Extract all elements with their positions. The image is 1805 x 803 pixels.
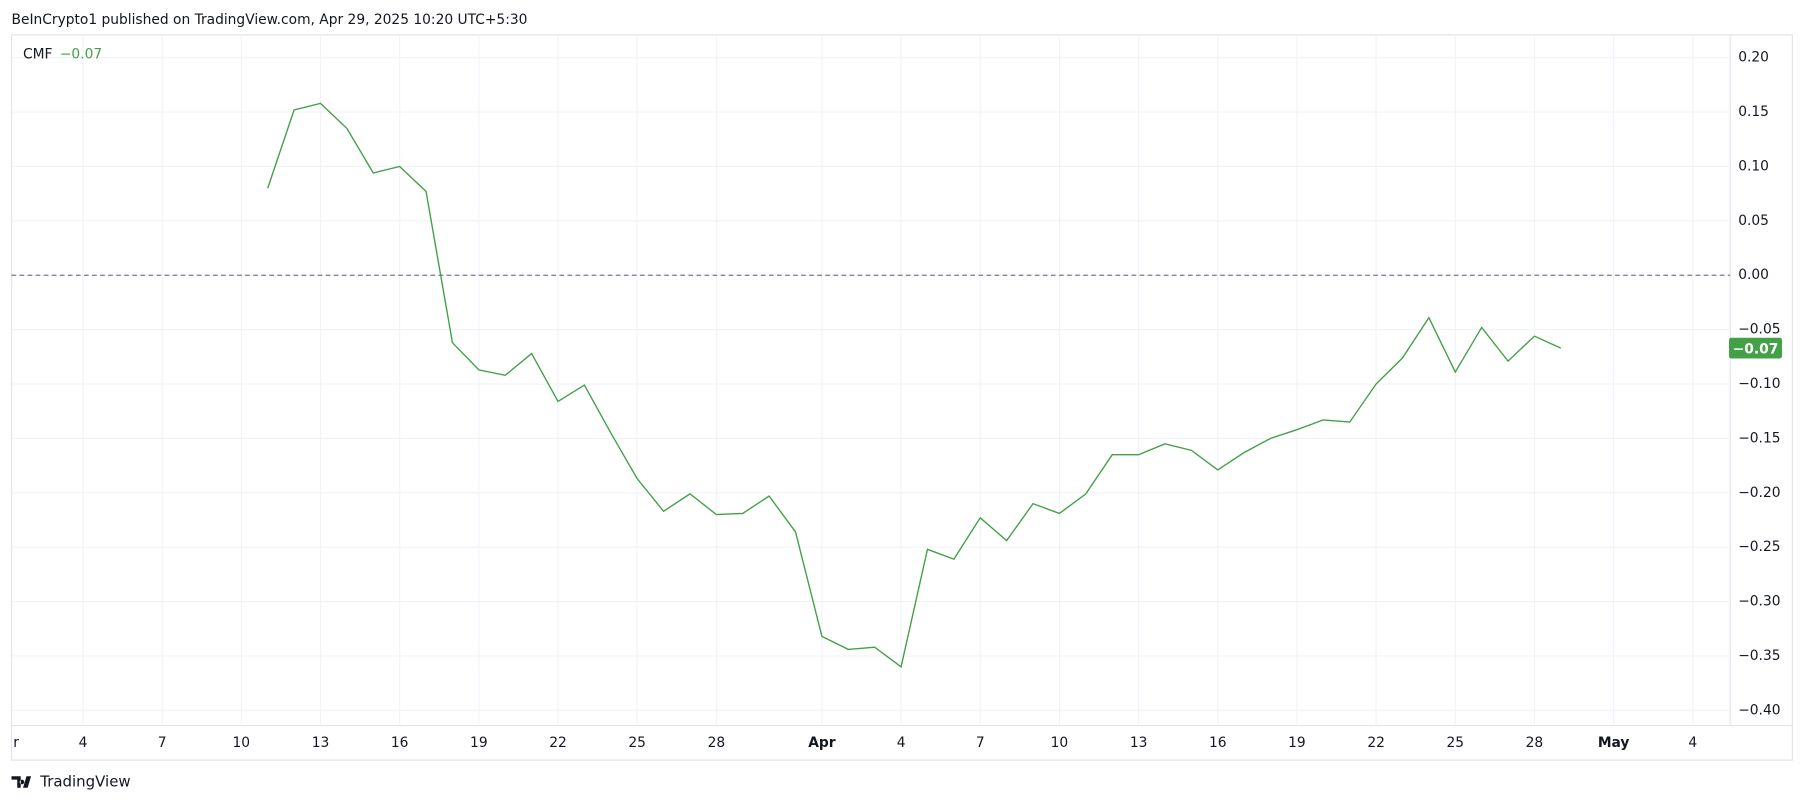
y-tick-label: −0.10	[1738, 376, 1780, 392]
x-tick-label: 10	[233, 735, 251, 751]
x-tick-label: 28	[708, 735, 726, 751]
y-tick-label: −0.25	[1738, 539, 1780, 555]
cmf-line	[267, 102, 1562, 669]
plot	[11, 102, 1731, 669]
y-tick-label: −0.20	[1738, 485, 1780, 501]
y-tick-label: −0.35	[1738, 648, 1780, 664]
footer-logo	[11, 776, 32, 788]
x-tick-label: 7	[976, 735, 985, 751]
x-tick-label: 16	[1209, 735, 1227, 751]
footer: TradingView	[39, 772, 130, 790]
y-tick-label: 0.00	[1738, 267, 1769, 283]
x-tick-label: 19	[470, 735, 488, 751]
x-tick-label: r	[13, 735, 19, 751]
x-tick-label: May	[1598, 735, 1630, 751]
frame	[10, 34, 1793, 761]
x-tick-label: 4	[897, 735, 906, 751]
x-tick-label: 22	[549, 735, 567, 751]
x-tick-label: 7	[158, 735, 167, 751]
logo	[11, 776, 32, 788]
last-value-label: −0.07	[1733, 341, 1779, 357]
y-tick-label: 0.20	[1738, 50, 1769, 66]
y-tick-label: −0.40	[1738, 702, 1780, 718]
x-tick-label: 28	[1526, 735, 1544, 751]
x-tick-label: 25	[628, 735, 646, 751]
legend-name: CMF	[23, 46, 53, 62]
x-tick-label: 25	[1446, 735, 1464, 751]
x-tick-label: 10	[1051, 735, 1069, 751]
x-tick-label: 4	[79, 735, 88, 751]
y-tick-label: −0.05	[1738, 322, 1780, 338]
x-tick-label: 13	[1130, 735, 1148, 751]
x-tick-label: 19	[1288, 735, 1306, 751]
header: BeInCrypto1 published on TradingView.com…	[12, 12, 528, 28]
y-tick-label: 0.10	[1738, 158, 1769, 174]
grid	[11, 34, 1731, 726]
last-value-badge	[1729, 337, 1782, 359]
x-tick-label: 22	[1367, 735, 1385, 751]
x-tick-label: 13	[312, 735, 330, 751]
y-tick-label: −0.30	[1738, 594, 1780, 610]
legend-value: −0.07	[60, 46, 102, 62]
y-tick-label: 0.05	[1738, 213, 1769, 229]
x-tick-label: 16	[391, 735, 409, 751]
y-tick-label: 0.15	[1738, 104, 1769, 120]
x-tick-label: 4	[1688, 735, 1697, 751]
x-tick-label: Apr	[808, 735, 836, 751]
y-tick-label: −0.15	[1738, 430, 1780, 446]
